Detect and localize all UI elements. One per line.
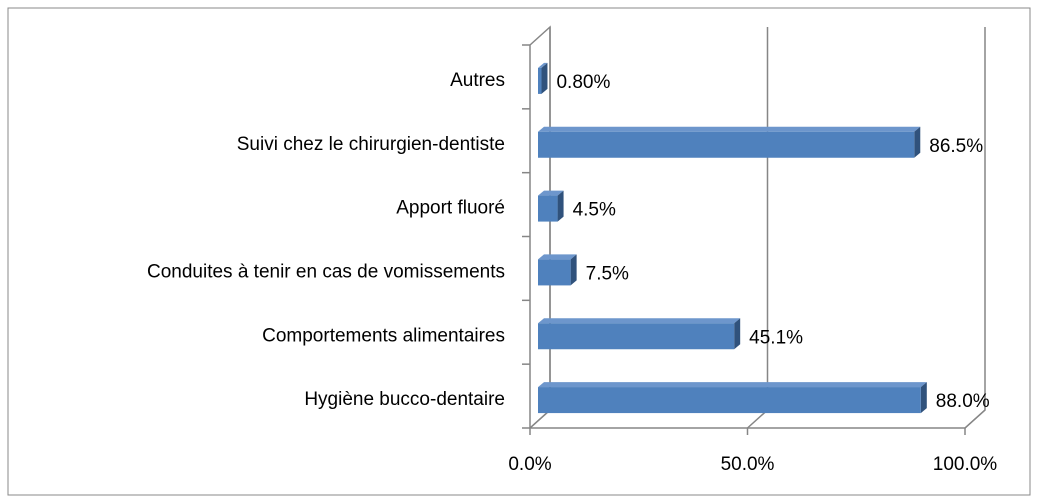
bar-face	[538, 387, 921, 414]
bar-face	[538, 190, 564, 196]
bar-face	[538, 254, 577, 260]
bar	[538, 62, 548, 94]
bar-face	[538, 259, 571, 286]
bar	[538, 190, 564, 222]
bar-face	[538, 131, 915, 158]
bar-face	[920, 382, 927, 414]
x-tick-label: 50.0%	[721, 454, 775, 475]
bar-face	[538, 382, 927, 388]
bar-face	[538, 318, 741, 324]
category-label: Conduites à tenir en cas de vomissements	[147, 261, 505, 282]
bar	[538, 318, 741, 350]
bar-face	[541, 62, 548, 94]
value-label: 88.0%	[936, 391, 990, 412]
x-tick-label: 100.0%	[933, 454, 998, 475]
bar-face	[914, 126, 921, 158]
bar-face	[538, 67, 542, 94]
value-label: 4.5%	[573, 200, 616, 221]
value-label: 7.5%	[586, 263, 629, 284]
bar-face	[538, 195, 558, 222]
grid-line	[964, 27, 986, 429]
chart-border	[7, 7, 1031, 496]
bar-face	[570, 254, 577, 286]
bar	[538, 126, 921, 158]
category-label: Autres	[450, 70, 505, 91]
category-label: Suivi chez le chirurgien-dentiste	[237, 134, 505, 155]
bar-face	[538, 323, 735, 350]
bar-face	[557, 190, 564, 222]
value-label: 86.5%	[929, 136, 983, 157]
value-label: 0.80%	[556, 72, 610, 93]
bar	[538, 382, 927, 414]
bar-face	[538, 62, 548, 68]
value-label: 45.1%	[749, 327, 803, 348]
bar-face	[734, 318, 741, 350]
bar-face	[538, 126, 921, 132]
x-tick-label: 0.0%	[508, 454, 551, 475]
category-label: Apport fluoré	[396, 198, 505, 219]
bar	[538, 254, 577, 286]
category-label: Hygiène bucco-dentaire	[304, 389, 505, 410]
category-label: Comportements alimentaires	[262, 325, 505, 346]
